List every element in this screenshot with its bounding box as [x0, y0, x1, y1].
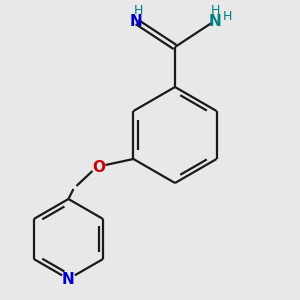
Text: H: H — [133, 4, 143, 16]
Text: N: N — [130, 14, 142, 29]
Text: H: H — [222, 11, 232, 23]
Text: O: O — [92, 160, 105, 175]
Text: N: N — [208, 14, 221, 29]
Text: N: N — [62, 272, 75, 286]
Text: H: H — [210, 4, 220, 16]
